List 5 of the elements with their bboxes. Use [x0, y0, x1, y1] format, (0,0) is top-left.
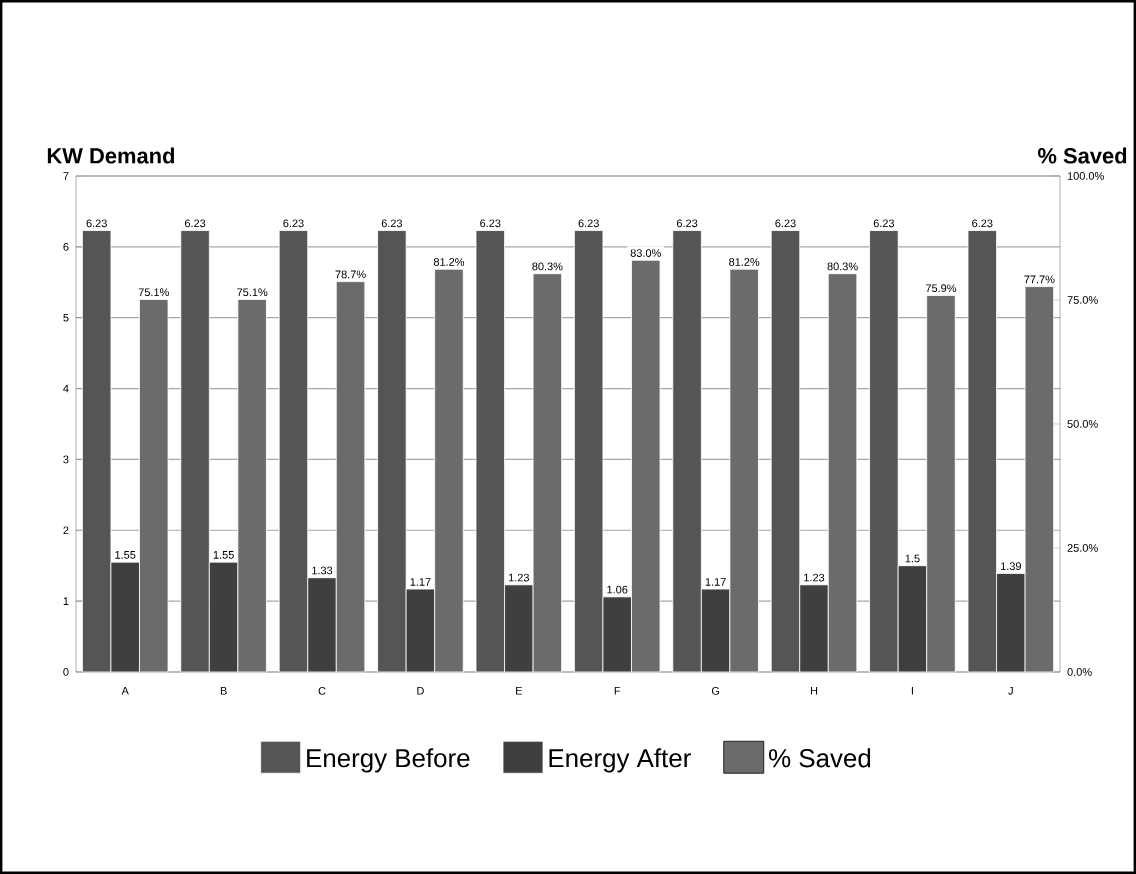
y2-axis-title: % Saved [1037, 147, 1127, 164]
legend-label: Energy Before [307, 748, 470, 773]
legend-label: % Saved [769, 748, 871, 768]
legend-label: Energy After [549, 748, 691, 773]
y-axis-title: KW Demand [47, 147, 175, 164]
